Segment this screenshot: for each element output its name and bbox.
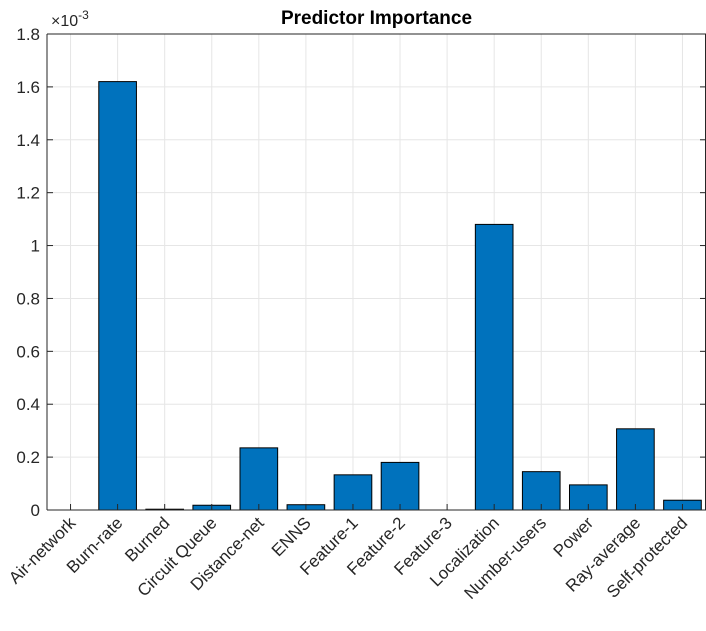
y-tick-label: 0.8 [16, 289, 40, 308]
x-tick-label: Air-network [5, 513, 80, 588]
y-tick-label: 1.2 [16, 184, 40, 203]
y-tick-label: 1.6 [16, 78, 40, 97]
y-tick-label: 0.6 [16, 342, 40, 361]
y-tick-label: 1 [31, 237, 40, 256]
y-exponent-power: -3 [78, 8, 89, 22]
y-exponent-base: ×10 [51, 13, 78, 30]
y-tick-labels: 0 0.2 0.4 0.6 0.8 1 1.2 1.4 1.6 1.8 [16, 25, 40, 520]
y-tick-label: 0.2 [16, 448, 40, 467]
bar-feature-2 [381, 462, 419, 510]
chart-title: Predictor Importance [281, 8, 472, 29]
bar-distance-net [240, 448, 278, 510]
bar-ray-average [617, 429, 655, 510]
y-tick-label: 0 [31, 501, 40, 520]
bar-localization [475, 224, 513, 510]
y-tick-label: 1.4 [16, 131, 40, 150]
plot-area [47, 34, 706, 510]
bar-burn-rate [99, 82, 137, 510]
y-tick-label: 1.8 [16, 25, 40, 44]
x-tick-label: Number-users [460, 513, 550, 603]
y-axis-exponent: ×10-3 [51, 8, 89, 30]
y-tick-label: 0.4 [16, 395, 40, 414]
